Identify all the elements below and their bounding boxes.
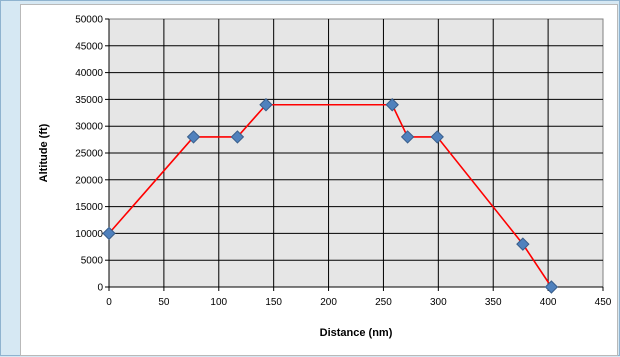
data-point <box>544 280 559 294</box>
data-point <box>259 98 273 112</box>
y-tick-label: 40000 <box>75 68 103 79</box>
y-tick-label: 10000 <box>75 229 103 240</box>
x-tick-label: 300 <box>430 297 447 308</box>
y-tick-labels: 0 5000 10000 15000 20000 25000 30000 35000 40000… <box>75 15 103 294</box>
x-tick-label: 50 <box>158 297 170 308</box>
series <box>102 98 559 294</box>
y-tick-label: 50000 <box>75 15 103 26</box>
y-tick-label: 5000 <box>81 256 104 267</box>
x-tick-label: 100 <box>210 297 227 308</box>
x-tick-labels: 0 50 100 150 200 250 300 350 400 450 <box>106 297 612 308</box>
data-point <box>102 226 116 241</box>
x-tick-label: 150 <box>265 297 282 308</box>
x-tick-label: 450 <box>595 297 612 308</box>
x-tick-label: 200 <box>320 297 337 308</box>
y-tick-label: 0 <box>97 283 103 294</box>
y-tick-label: 45000 <box>75 41 103 52</box>
x-tick-label: 0 <box>106 297 112 308</box>
data-point <box>516 237 530 251</box>
y-tick-label: 35000 <box>75 95 103 106</box>
y-axis-title: Altitude (ft) <box>38 123 50 182</box>
x-tick-label: 400 <box>540 297 557 308</box>
data-point <box>385 98 399 112</box>
x-tick-label: 350 <box>485 297 502 308</box>
y-tick-label: 15000 <box>75 202 103 213</box>
data-point <box>430 130 444 144</box>
data-point <box>186 130 201 144</box>
x-axis-title: Distance (nm) <box>320 327 393 339</box>
data-point <box>400 130 415 144</box>
y-tick-label: 20000 <box>75 175 103 186</box>
data-point <box>230 130 245 144</box>
grid <box>109 19 603 287</box>
x-tick-label: 250 <box>375 297 392 308</box>
y-tick-label: 30000 <box>75 122 103 133</box>
y-tick-label: 25000 <box>75 149 103 160</box>
